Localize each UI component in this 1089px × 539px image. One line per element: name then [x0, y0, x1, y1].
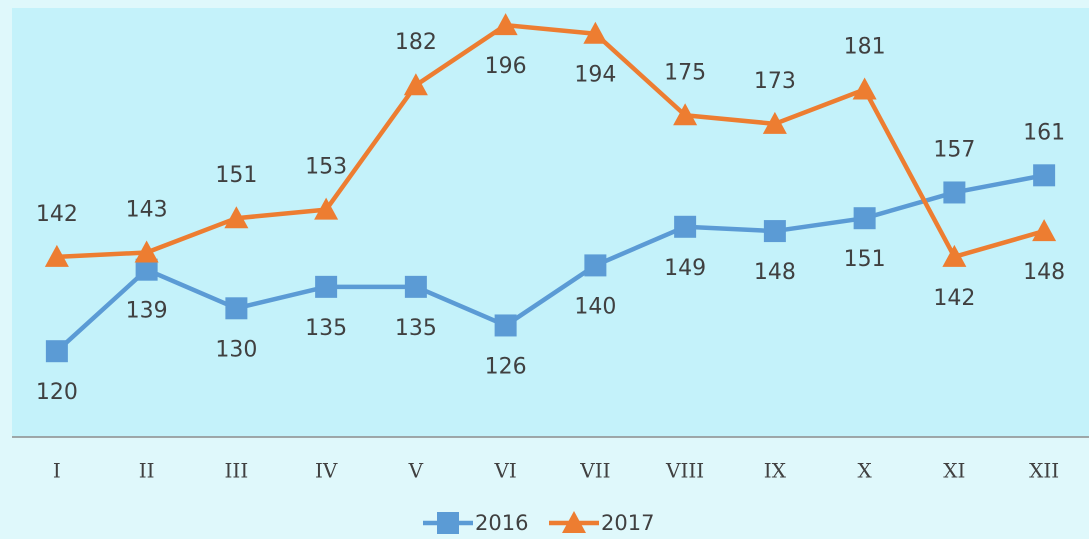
data-point: [763, 220, 786, 243]
x-tick-label: VI: [493, 459, 516, 483]
data-point: [493, 13, 518, 36]
data-label: 120: [36, 380, 78, 405]
data-point: [134, 240, 159, 263]
data-point: [403, 73, 428, 96]
data-label: 196: [485, 54, 527, 79]
data-point: [584, 254, 607, 277]
legend-label: 2017: [601, 511, 654, 535]
legend-marker: [437, 512, 459, 534]
data-point: [224, 206, 249, 229]
data-label: 135: [395, 316, 437, 341]
data-label: 135: [305, 316, 347, 341]
data-label: 175: [664, 60, 706, 85]
data-point: [853, 207, 876, 230]
data-point: [762, 111, 787, 134]
data-point: [44, 244, 69, 267]
data-label: 139: [126, 299, 168, 324]
x-tick-label: XI: [943, 459, 965, 483]
data-point: [315, 275, 338, 298]
data-point: [942, 244, 967, 267]
data-point: [943, 181, 966, 204]
data-label: 153: [305, 155, 347, 180]
x-tick-label: V: [408, 459, 424, 483]
x-tick-label: X: [858, 459, 873, 483]
x-tick-label: III: [225, 459, 249, 483]
data-point: [583, 21, 608, 44]
data-label: 151: [844, 247, 886, 272]
data-point: [225, 297, 248, 320]
x-tick-label: VIII: [665, 459, 704, 483]
data-point: [673, 103, 698, 126]
data-point: [45, 340, 68, 363]
data-point: [852, 77, 877, 100]
x-tick-label: IV: [315, 459, 338, 483]
data-label: 126: [485, 354, 527, 379]
data-label: 181: [844, 35, 886, 60]
data-label: 142: [933, 286, 975, 311]
data-label: 148: [754, 260, 796, 285]
series-line: [55, 173, 1045, 353]
data-label: 130: [215, 337, 257, 362]
data-label: 149: [664, 256, 706, 281]
x-tick-label: XII: [1029, 459, 1059, 483]
series-line: [56, 22, 1045, 260]
data-label: 161: [1023, 120, 1065, 145]
data-point: [494, 314, 517, 337]
data-point: [1033, 164, 1056, 187]
x-tick-label: II: [139, 459, 155, 483]
x-tick-label: I: [53, 459, 61, 483]
legend-marker: [562, 511, 586, 533]
data-label: 194: [574, 63, 616, 88]
data-label: 140: [574, 294, 616, 319]
data-point: [674, 215, 697, 238]
legend-label: 2016: [475, 511, 528, 535]
data-label: 182: [395, 30, 437, 55]
data-point: [1032, 219, 1057, 242]
data-label: 173: [754, 69, 796, 94]
data-label: 157: [933, 137, 975, 162]
data-label: 143: [126, 198, 168, 223]
data-label: 151: [215, 163, 257, 188]
data-point: [314, 197, 339, 220]
plot-area: [12, 8, 1089, 437]
data-point: [135, 258, 158, 281]
x-tick-label: VII: [579, 459, 610, 483]
x-tick-label: IX: [764, 459, 787, 483]
data-label: 142: [36, 202, 78, 227]
data-label: 148: [1023, 260, 1065, 285]
data-point: [404, 275, 427, 298]
